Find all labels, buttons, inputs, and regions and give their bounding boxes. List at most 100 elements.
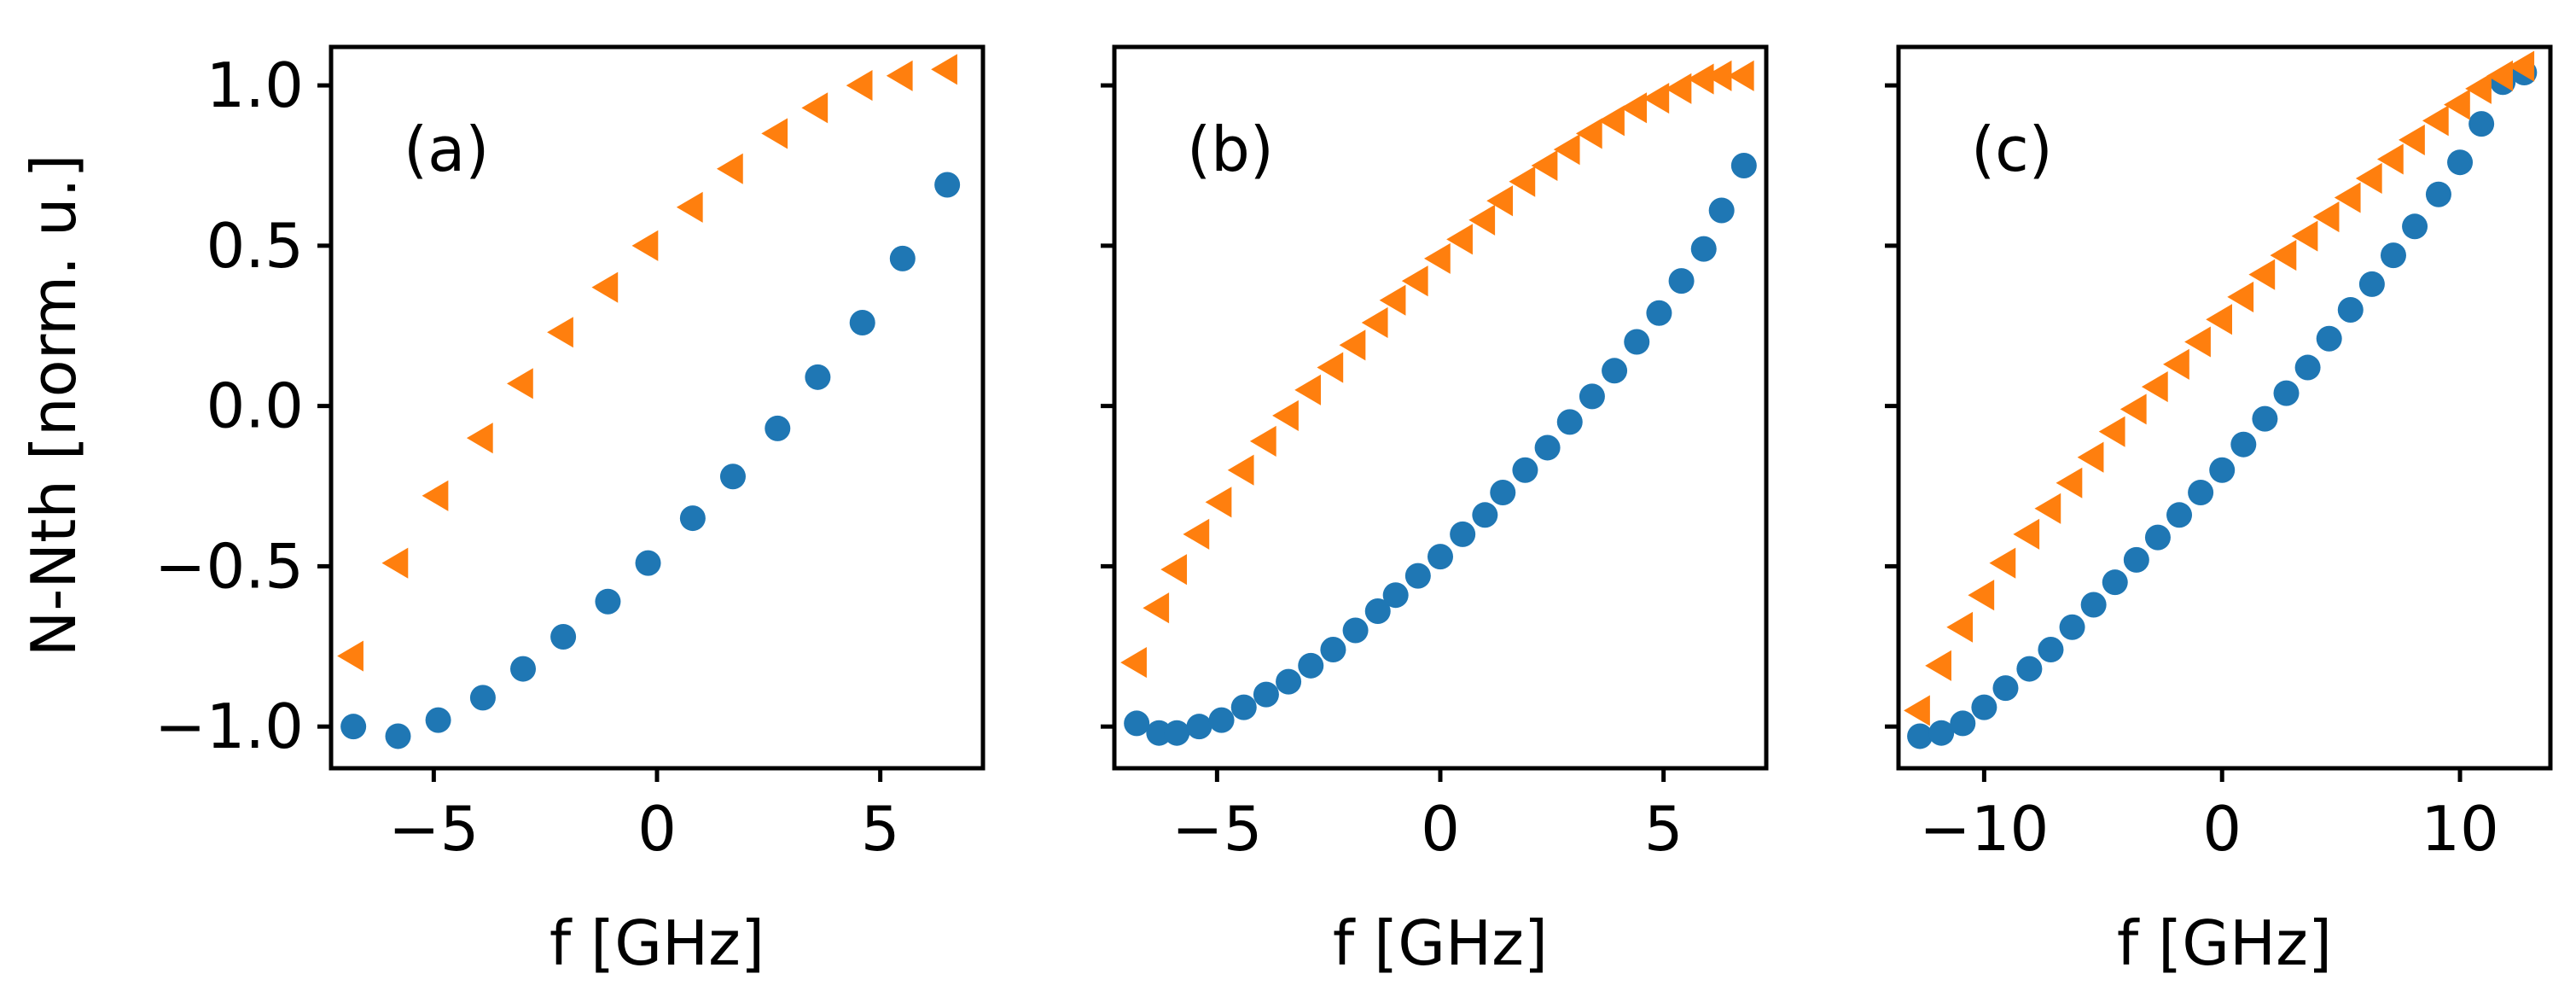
data-point-circle — [425, 707, 451, 733]
data-point-circle — [1512, 457, 1538, 483]
x-axis-label: f [GHz] — [550, 907, 765, 979]
panel-label: (b) — [1187, 114, 1274, 185]
data-point-triangle — [1553, 134, 1580, 166]
data-point-triangle — [466, 423, 493, 454]
data-point-triangle — [1665, 73, 1692, 104]
y-tick-label: 0.0 — [206, 370, 304, 442]
data-point-circle — [2380, 242, 2406, 269]
data-point-triangle — [2056, 467, 2083, 499]
y-tick-label: −1.0 — [154, 691, 304, 762]
data-point-triangle — [2291, 220, 2318, 252]
data-point-triangle — [2227, 281, 2254, 312]
data-point-triangle — [1424, 242, 1451, 274]
data-point-circle — [2166, 502, 2193, 528]
data-point-triangle — [2013, 518, 2040, 550]
data-point-circle — [889, 245, 916, 271]
x-axis-label: f [GHz] — [2117, 907, 2332, 979]
data-point-circle — [2447, 149, 2474, 176]
data-point-circle — [2038, 637, 2064, 663]
data-point-triangle — [2376, 143, 2404, 175]
data-point-triangle — [2444, 89, 2470, 120]
data-point-triangle — [1575, 118, 1602, 149]
data-point-triangle — [1486, 185, 1514, 217]
data-point-triangle — [2270, 240, 2297, 271]
data-point-circle — [1320, 637, 1346, 663]
data-point-circle — [1730, 152, 1757, 178]
data-point-triangle — [2508, 50, 2535, 82]
data-point-triangle — [761, 118, 788, 149]
axes-frame — [329, 44, 986, 771]
data-point-circle — [2144, 524, 2171, 551]
data-point-circle — [1992, 675, 2019, 702]
data-point-circle — [1668, 268, 1695, 294]
axes-frame — [1896, 44, 2553, 771]
data-point-circle — [1276, 668, 1302, 695]
data-point-triangle — [1227, 454, 1254, 486]
y-tick-label: −0.5 — [154, 530, 304, 602]
data-point-triangle — [1643, 83, 1670, 114]
data-point-circle — [1428, 544, 1453, 570]
data-point-circle — [1253, 681, 1279, 708]
data-point-triangle — [2399, 124, 2425, 155]
series-circle — [1124, 152, 1757, 746]
data-point-triangle — [2465, 73, 2492, 104]
data-point-circle — [1342, 617, 1369, 644]
data-point-triangle — [1598, 105, 1625, 137]
data-point-circle — [2230, 431, 2257, 458]
series-triangle-left — [337, 54, 957, 672]
data-point-triangle — [1968, 580, 1995, 611]
data-point-triangle — [1531, 149, 1558, 182]
data-point-circle — [595, 588, 621, 615]
data-point-circle — [2337, 296, 2364, 323]
data-point-triangle — [2206, 304, 2232, 335]
data-point-circle — [2059, 614, 2085, 640]
data-point-circle — [2016, 656, 2043, 682]
data-point-circle — [1928, 720, 1955, 746]
data-point-triangle — [1205, 487, 1232, 518]
data-point-circle — [2080, 592, 2107, 618]
data-point-triangle — [1317, 352, 1344, 383]
data-point-circle — [1556, 409, 1583, 435]
data-point-circle — [1404, 563, 1431, 589]
x-tick-label: 5 — [861, 793, 900, 865]
panel-label: (a) — [404, 114, 489, 185]
data-point-circle — [1382, 582, 1409, 609]
data-point-circle — [1450, 521, 1476, 547]
x-tick-label: 0 — [2202, 793, 2242, 865]
x-tick-label: 0 — [1421, 793, 1460, 865]
data-point-circle — [1602, 358, 1628, 384]
data-point-triangle — [801, 92, 829, 124]
x-tick-label: 10 — [2421, 793, 2499, 865]
data-point-circle — [1708, 197, 1735, 224]
series-triangle-left — [1904, 50, 2535, 726]
data-point-triangle — [1120, 647, 1147, 679]
panels: −5 0 5 −1.0 −0.5 0.0 0.5 1.0 (a) f [GHz] −5 0 5 (b) f … — [154, 44, 2553, 979]
data-point-circle — [385, 723, 411, 749]
data-point-circle — [1534, 434, 1561, 461]
data-point-triangle — [1401, 265, 1428, 297]
data-point-triangle — [381, 547, 409, 579]
data-point-circle — [1364, 598, 1391, 624]
data-point-triangle — [886, 60, 913, 91]
data-point-circle — [849, 309, 875, 335]
data-point-circle — [679, 505, 706, 532]
data-point-triangle — [2120, 394, 2147, 425]
data-point-circle — [635, 550, 661, 576]
panel-label: (c) — [1971, 114, 2053, 185]
data-point-triangle — [716, 153, 743, 184]
data-point-circle — [2102, 569, 2128, 596]
data-point-circle — [1646, 300, 1672, 326]
data-point-circle — [1124, 710, 1150, 737]
data-point-circle — [550, 624, 577, 650]
data-point-circle — [2425, 181, 2451, 207]
data-point-circle — [1624, 329, 1650, 355]
data-point-triangle — [1339, 329, 1366, 361]
data-point-triangle — [2034, 493, 2061, 524]
data-point-circle — [1186, 714, 1212, 740]
data-point-circle — [2294, 354, 2321, 381]
data-point-triangle — [2141, 371, 2168, 403]
data-point-triangle — [2486, 60, 2514, 91]
data-point-circle — [340, 714, 367, 740]
data-point-triangle — [2334, 182, 2361, 213]
